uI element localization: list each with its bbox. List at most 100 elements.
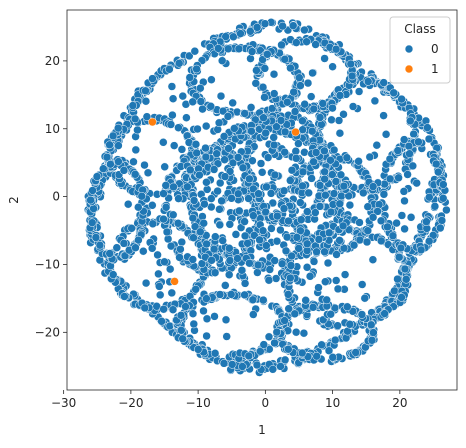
y-tick-label: −10 xyxy=(35,257,60,271)
class-0-point xyxy=(336,170,346,180)
class-0-point xyxy=(256,347,265,356)
class-0-point xyxy=(226,290,236,299)
class-0-point xyxy=(379,190,389,199)
class-0-point xyxy=(129,157,138,167)
class-0-point xyxy=(108,131,118,141)
class-0-point xyxy=(249,211,258,220)
class-0-point xyxy=(251,79,261,88)
class-0-point xyxy=(290,309,300,319)
class-0-point xyxy=(240,290,249,300)
class-0-point xyxy=(414,137,423,147)
class-0-point xyxy=(280,55,290,64)
class-0-point xyxy=(368,213,378,222)
class-0-point xyxy=(347,71,357,81)
class-0-point xyxy=(224,270,234,279)
class-0-point xyxy=(276,225,285,235)
class-0-point xyxy=(130,114,140,124)
class-0-point xyxy=(297,348,307,358)
class-0-point xyxy=(278,21,287,31)
class-0-point xyxy=(252,66,261,75)
class-0-point xyxy=(143,168,153,178)
class-0-point xyxy=(220,155,229,164)
class-0-point xyxy=(137,191,147,201)
class-0-point xyxy=(394,252,404,262)
class-0-point xyxy=(253,260,263,270)
class-0-point xyxy=(155,290,165,300)
class-0-point xyxy=(260,19,270,28)
class-0-point xyxy=(307,174,316,183)
class-0-point xyxy=(385,154,395,164)
class-0-point xyxy=(437,216,447,225)
class-0-point xyxy=(312,247,321,257)
class-0-point xyxy=(262,182,271,192)
class-0-point xyxy=(140,160,149,170)
class-0-point xyxy=(231,230,241,239)
class-0-point xyxy=(376,236,386,246)
class-0-point xyxy=(348,307,358,316)
class-0-point xyxy=(282,232,292,242)
class-0-point xyxy=(193,124,202,134)
class-0-point xyxy=(277,40,286,50)
class-0-point xyxy=(343,302,352,312)
class-0-point xyxy=(317,120,326,129)
class-0-point xyxy=(188,309,198,318)
class-0-point xyxy=(202,331,211,341)
class-0-point xyxy=(259,295,268,305)
class-0-point xyxy=(399,135,409,144)
class-0-point xyxy=(201,121,211,131)
y-tick-label: 20 xyxy=(45,54,60,68)
class-0-point xyxy=(294,244,303,253)
class-0-point xyxy=(335,91,345,100)
x-tick-label: 20 xyxy=(392,396,407,410)
class-0-point xyxy=(434,167,443,177)
class-0-point xyxy=(376,216,386,226)
class-0-point xyxy=(301,296,310,305)
class-0-point xyxy=(363,77,373,86)
class-0-point xyxy=(284,304,293,313)
class-0-point xyxy=(189,319,199,329)
class-0-point xyxy=(123,199,133,209)
legend-label-class-1: 1 xyxy=(431,62,439,76)
class-0-point xyxy=(201,152,211,162)
class-0-point xyxy=(331,44,341,54)
class-0-point xyxy=(209,165,219,174)
class-0-point xyxy=(192,148,201,158)
class-0-point xyxy=(190,222,200,231)
class-0-point xyxy=(225,256,235,265)
class-0-point xyxy=(254,189,263,198)
class-0-point xyxy=(320,146,329,156)
class-0-point xyxy=(302,239,312,249)
class-0-point xyxy=(141,86,150,96)
class-0-point xyxy=(252,23,262,32)
class-0-point xyxy=(302,37,311,46)
class-0-point xyxy=(284,216,293,226)
class-0-point xyxy=(428,231,438,240)
class-0-point xyxy=(176,244,185,254)
class-0-point xyxy=(206,102,216,111)
class-0-point xyxy=(217,56,227,65)
class-0-point xyxy=(311,40,320,49)
class-0-point xyxy=(425,192,434,202)
class-0-point xyxy=(91,233,101,242)
class-0-point xyxy=(340,270,350,279)
class-0-point xyxy=(243,239,252,248)
class-0-point xyxy=(142,112,152,121)
class-0-point xyxy=(153,250,162,260)
class-0-point xyxy=(225,244,234,253)
class-0-point xyxy=(163,234,173,244)
class-0-point xyxy=(148,219,158,229)
class-0-point xyxy=(359,188,368,198)
class-0-point xyxy=(331,177,341,186)
class-0-point xyxy=(263,50,272,59)
class-0-point xyxy=(303,78,313,88)
class-0-point xyxy=(296,198,305,207)
class-0-point xyxy=(166,241,176,251)
class-0-point xyxy=(249,310,258,319)
class-0-point xyxy=(157,317,166,326)
class-0-point xyxy=(272,236,282,246)
class-0-point xyxy=(248,295,258,305)
class-0-point xyxy=(120,292,129,301)
class-0-point xyxy=(268,365,278,374)
class-0-point xyxy=(379,111,388,120)
